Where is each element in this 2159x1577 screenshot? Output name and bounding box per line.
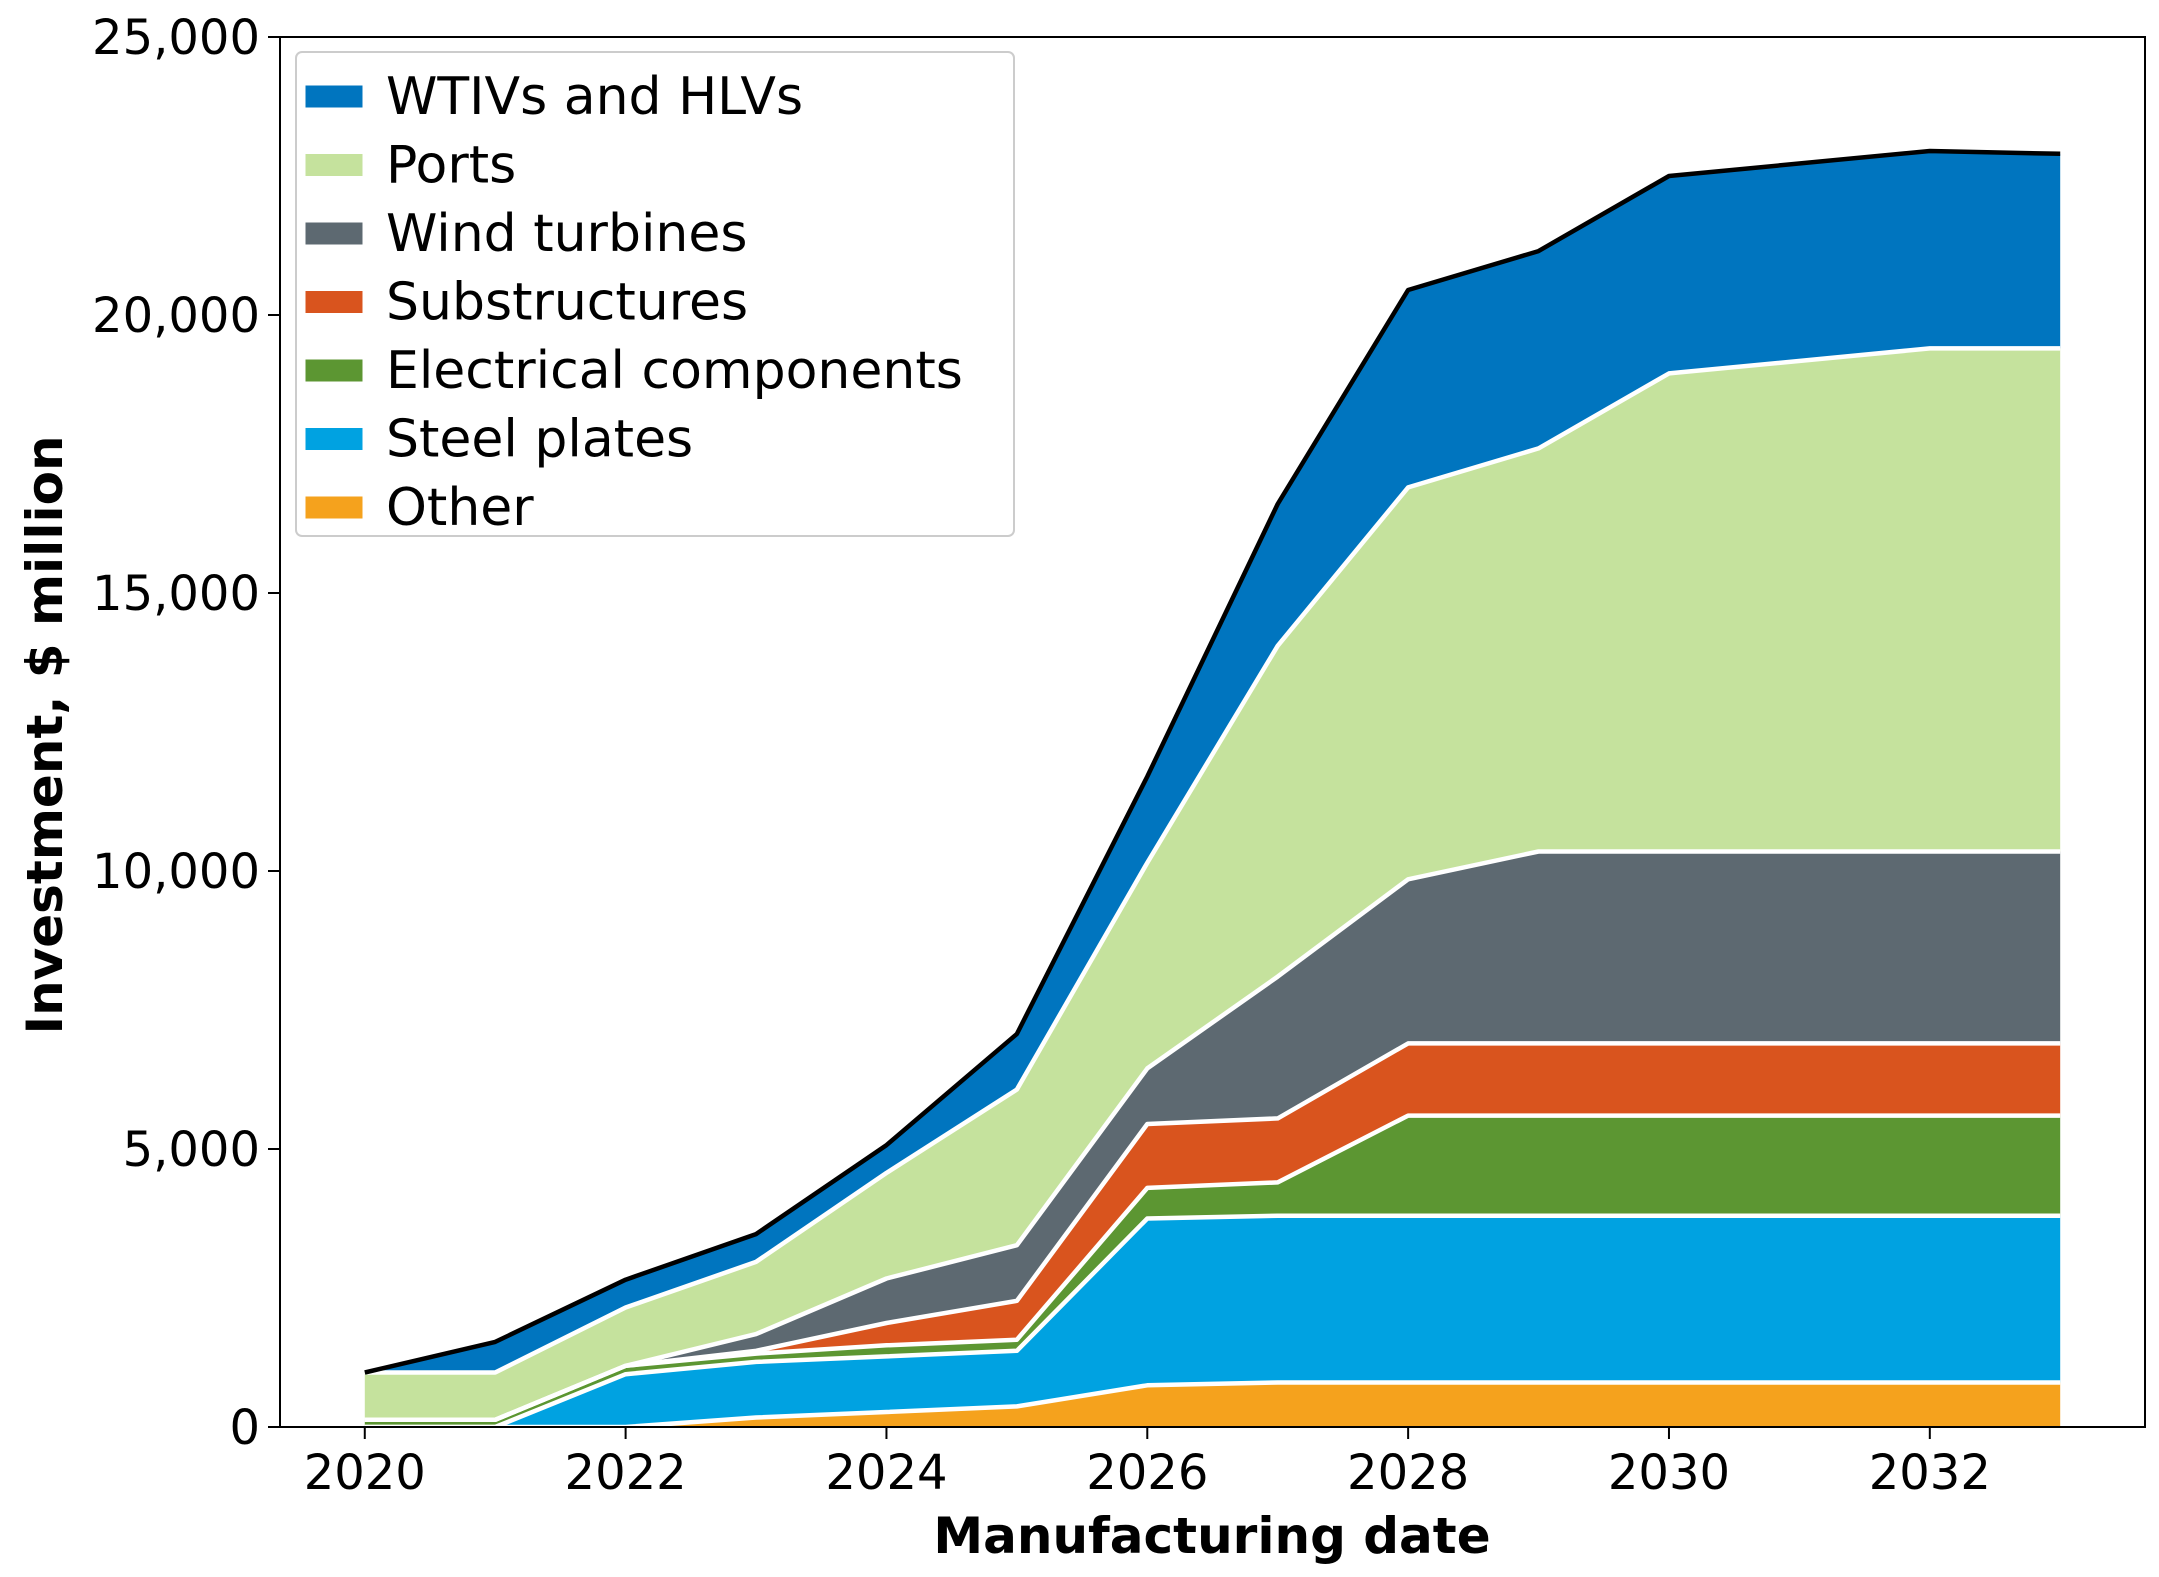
legend-label-other: Other	[386, 478, 534, 538]
area-wind-turbines	[364, 851, 2061, 1420]
x-tick-label: 2022	[565, 1445, 687, 1501]
areas-layer	[364, 148, 2061, 1430]
boundary-line-ports	[364, 346, 2061, 1375]
legend-label-ports: Ports	[386, 136, 516, 196]
y-tick-label: 15,000	[92, 566, 260, 622]
y-tick-label: 0	[229, 1400, 260, 1456]
boundary-line-wind-turbines	[364, 849, 2061, 1423]
y-axis-title: Investment, $ million	[16, 435, 74, 1034]
area-electrical-components	[364, 1115, 2061, 1427]
x-tick-label: 2028	[1347, 1445, 1469, 1501]
legend-swatch-substructures	[305, 291, 363, 313]
plot-frame	[279, 36, 2146, 1428]
x-tick-label: 2026	[1086, 1445, 1208, 1501]
total-line	[364, 148, 2061, 1375]
x-tick-label: 2030	[1608, 1445, 1730, 1501]
y-tick-label: 5,000	[123, 1122, 260, 1178]
legend-label-steel-plates: Steel plates	[386, 410, 693, 470]
legend-swatch-steel-plates	[305, 428, 363, 450]
area-wtivs-and-hlvs	[364, 151, 2061, 1373]
area-steel-plates	[364, 1215, 2061, 1427]
legend-label-wind-turbines: Wind turbines	[386, 204, 747, 264]
legend-box	[295, 51, 1015, 537]
x-axis-title: Manufacturing date	[933, 1507, 1490, 1565]
x-tick-label: 2020	[304, 1445, 426, 1501]
legend-swatch-other	[305, 496, 363, 519]
y-tick-label: 25,000	[92, 10, 260, 66]
y-tick-label: 20,000	[92, 288, 260, 344]
x-tick-label: 2032	[1869, 1445, 1991, 1501]
legend-swatch-electrical-components	[305, 359, 363, 382]
x-tick-label: 2024	[825, 1445, 947, 1501]
legend: WTIVs and HLVs Ports Wind turbines Substruc…	[295, 51, 1015, 538]
area-other	[364, 1382, 2061, 1427]
boundary-line-steel-plates	[364, 1213, 2061, 1430]
legend-label-electrical-components: Electrical components	[386, 341, 963, 401]
legend-swatch-wtivs-and-hlvs	[305, 85, 363, 108]
y-tick-label: 10,000	[92, 844, 260, 900]
legend-label-wtivs-and-hlvs: WTIVs and HLVs	[386, 67, 803, 127]
area-ports	[364, 348, 2061, 1420]
axes-layer: 2020 2022 2024 2026 2028 2030 2032 0 5,000 10,000…	[92, 10, 2146, 1501]
legend-swatch-ports	[305, 154, 363, 176]
legend-label-substructures: Substructures	[386, 273, 748, 333]
legend-swatch-wind-turbines	[305, 222, 363, 245]
area-substructures	[364, 1043, 2061, 1420]
